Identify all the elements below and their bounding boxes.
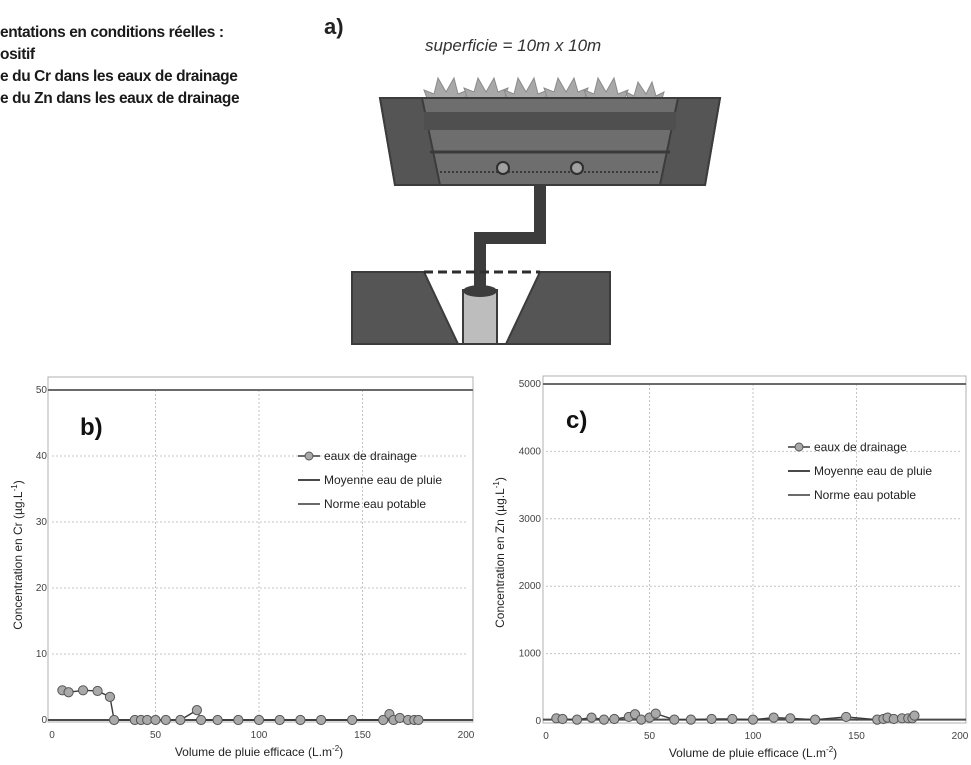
data-point	[747, 714, 759, 725]
panel-a-label: a)	[324, 14, 344, 39]
data-point	[685, 714, 696, 725]
data-point	[636, 714, 647, 725]
x-tick-label: 0	[49, 730, 55, 741]
data-point	[274, 714, 285, 726]
data-point	[609, 713, 620, 725]
y-tick-label: 0	[41, 715, 47, 726]
chart-frame	[542, 375, 967, 724]
caption-line: e du Zn dans les eaux de drainage	[0, 90, 240, 107]
data-point	[253, 714, 265, 726]
data-point	[104, 691, 116, 702]
data-point	[669, 714, 680, 725]
data-point	[316, 714, 327, 726]
y-axis-label: Concentration en Zn (µg.L-1)	[492, 477, 507, 628]
y-tick-label: 1000	[519, 649, 542, 660]
x-tick-label: 50	[150, 730, 162, 741]
sensor-icon	[570, 161, 584, 175]
data-point	[706, 713, 717, 725]
data-point	[92, 685, 103, 697]
y-tick-label: 3000	[519, 514, 542, 525]
legend-label: Moyenne eau de pluie	[814, 464, 932, 478]
figure-caption: entations en conditions réelles : ositif…	[0, 22, 310, 110]
sensor-icon	[496, 161, 510, 175]
data-point	[598, 714, 610, 725]
panel-label: c)	[566, 407, 587, 434]
data-point	[175, 714, 186, 726]
x-axis-label: Volume de pluie efficace (L.m-2)	[175, 744, 343, 759]
surface-label: superficie = 10m x 10m	[425, 36, 602, 55]
container-body	[378, 97, 722, 186]
drain-pipe	[474, 185, 546, 288]
legend-marker	[794, 442, 804, 452]
collector-cylinder-top	[463, 285, 497, 297]
x-tick-label: 200	[952, 731, 969, 742]
data-point	[650, 708, 661, 719]
data-point	[295, 714, 306, 726]
data-point	[233, 714, 244, 726]
data-point	[557, 713, 568, 725]
legend-label: eaux de drainage	[814, 440, 907, 454]
data-point	[394, 712, 405, 724]
data-point	[160, 714, 171, 726]
data-point	[586, 712, 597, 723]
y-tick-label: 0	[535, 716, 541, 727]
data-point	[413, 714, 424, 726]
y-tick-label: 50	[36, 385, 48, 396]
legend-label: Moyenne eau de pluie	[324, 473, 442, 487]
data-point	[195, 714, 207, 726]
panel-label: b)	[80, 414, 103, 441]
data-point	[768, 712, 779, 723]
data-point	[191, 705, 202, 716]
caption-line: ositif	[0, 46, 35, 63]
y-tick-label: 40	[36, 451, 48, 462]
data-point	[77, 685, 89, 696]
y-tick-label: 20	[36, 583, 48, 594]
data-point	[841, 711, 852, 723]
x-tick-label: 100	[251, 730, 268, 741]
data-point	[810, 714, 821, 725]
data-point	[727, 713, 738, 725]
data-point	[378, 714, 389, 726]
data-point	[785, 713, 796, 724]
y-tick-label: 10	[36, 649, 48, 660]
legend-label: Norme eau potable	[814, 488, 916, 502]
y-tick-label: 5000	[519, 379, 542, 390]
caption-line: e du Cr dans les eaux de drainage	[0, 68, 238, 85]
data-point	[212, 714, 223, 726]
pit-left-block	[351, 271, 460, 345]
data-point	[150, 714, 161, 726]
x-tick-label: 150	[848, 731, 865, 742]
plants-icon	[423, 76, 665, 113]
legend-label: eaux de drainage	[324, 449, 417, 463]
x-tick-label: 0	[543, 731, 549, 742]
y-tick-label: 30	[36, 517, 48, 528]
x-axis-label: Volume de pluie efficace (L.m-2)	[669, 745, 837, 760]
data-point	[571, 714, 583, 725]
legend-label: Norme eau potable	[324, 497, 426, 511]
chart-frame	[47, 376, 474, 723]
caption-line: entations en conditions réelles :	[0, 24, 224, 41]
data-point	[63, 687, 74, 698]
x-tick-label: 200	[458, 730, 475, 741]
soil-layer	[424, 112, 676, 130]
x-tick-label: 100	[745, 731, 762, 742]
x-tick-label: 50	[644, 731, 656, 742]
data-point	[909, 710, 920, 721]
data-point	[347, 714, 358, 726]
data-point	[109, 714, 120, 726]
y-tick-label: 2000	[519, 581, 542, 592]
chart-c-zn: 0 50 100 150 200010002000300040005000c)eaux …	[492, 375, 969, 760]
container-right-wall	[658, 97, 722, 186]
y-axis-label: Concentration en Cr (µg.L-1)	[10, 480, 25, 629]
pit-right-block	[504, 271, 611, 345]
legend-marker	[304, 451, 314, 461]
collector-cylinder	[462, 289, 498, 345]
data-point	[888, 713, 899, 725]
y-tick-label: 4000	[519, 446, 542, 457]
x-tick-label: 150	[354, 730, 371, 741]
chart-b-cr: 0 50 100 150 200 0 10 20 30 40 50 b) eaux de drainag…	[10, 376, 475, 759]
container-left-wall	[378, 97, 442, 186]
